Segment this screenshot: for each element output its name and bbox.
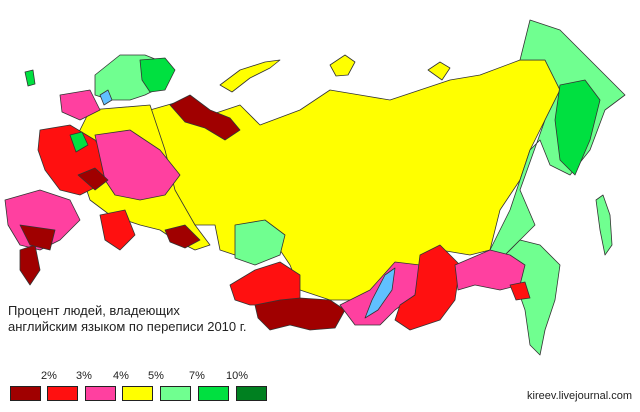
region-tomsk-novosibirsk — [234, 219, 286, 266]
legend-swatch-1 — [10, 386, 41, 401]
legend-swatch-7 — [236, 386, 267, 401]
region-kamchatka — [554, 79, 601, 176]
region-south-pink — [4, 189, 81, 251]
legend-swatch-6 — [198, 386, 229, 401]
legend-threshold-4: 4% — [113, 370, 129, 382]
region-new-siberian-islands — [427, 61, 451, 81]
legend-swatch-5 — [160, 386, 191, 401]
region-central-pink — [94, 129, 181, 201]
legend-threshold-2: 2% — [41, 370, 57, 382]
region-orenburg — [164, 224, 201, 249]
legend-swatch-4 — [122, 386, 153, 401]
region-dagestan — [19, 244, 41, 286]
region-novaya-zemlya — [219, 59, 281, 93]
region-moscow — [69, 131, 89, 153]
region-central-darkred — [77, 167, 109, 191]
lake-ladoga — [99, 89, 113, 106]
region-north-caucasus — [19, 224, 56, 251]
map-title-line1: Процент людей, владеющих — [8, 303, 180, 318]
region-arkhangelsk — [59, 89, 101, 121]
lake-baikal — [364, 267, 396, 319]
map-title-line2: английским языком по переписи 2010 г. — [8, 319, 247, 334]
region-zabaikalsky — [394, 244, 461, 331]
legend-threshold-7: 7% — [189, 370, 205, 382]
legend-swatch-3 — [85, 386, 116, 401]
region-volga-red — [99, 209, 136, 251]
region-altai — [229, 261, 301, 306]
region-jewish-ao — [509, 281, 531, 301]
map-title: Процент людей, владеющих английским язык… — [8, 303, 268, 335]
region-nenets — [169, 94, 241, 141]
region-severnaya-zemlya — [329, 54, 356, 77]
region-tuva — [254, 297, 346, 331]
region-kaliningrad — [24, 69, 36, 87]
legend-threshold-3: 3% — [76, 370, 92, 382]
credit: kireev.livejournal.com — [527, 390, 632, 402]
region-sakhalin — [595, 194, 613, 256]
legend-threshold-5: 5% — [148, 370, 164, 382]
legend-threshold-10: 10% — [225, 370, 249, 382]
region-murmansk — [139, 57, 176, 93]
legend-swatch-2 — [47, 386, 78, 401]
